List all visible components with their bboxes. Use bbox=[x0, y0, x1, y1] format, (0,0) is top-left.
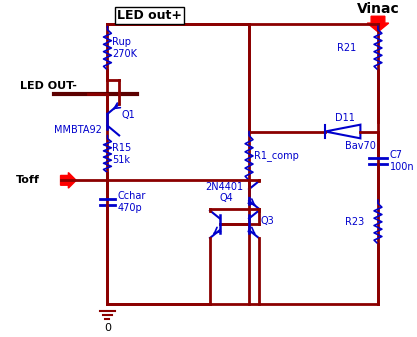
Text: R1_comp: R1_comp bbox=[254, 150, 299, 161]
Polygon shape bbox=[60, 173, 76, 188]
Text: R21: R21 bbox=[337, 43, 357, 53]
Text: Q1: Q1 bbox=[121, 110, 135, 120]
Text: MMBTA92: MMBTA92 bbox=[54, 125, 102, 134]
Text: Bav70: Bav70 bbox=[345, 141, 376, 151]
Text: R15
51k: R15 51k bbox=[112, 143, 132, 165]
Text: 0: 0 bbox=[104, 323, 111, 333]
Text: Cchar
470p: Cchar 470p bbox=[117, 191, 146, 213]
Text: Vinac: Vinac bbox=[357, 2, 399, 16]
Text: 2N4401: 2N4401 bbox=[205, 182, 243, 192]
Text: R23: R23 bbox=[345, 217, 364, 227]
Text: LED OUT-: LED OUT- bbox=[20, 82, 76, 91]
Text: Rup
270K: Rup 270K bbox=[112, 37, 137, 59]
Text: Q3: Q3 bbox=[261, 216, 274, 226]
Text: Toff: Toff bbox=[15, 175, 40, 185]
Text: Q4: Q4 bbox=[220, 193, 234, 203]
Polygon shape bbox=[367, 16, 389, 32]
Text: C7
100n: C7 100n bbox=[390, 150, 414, 172]
Text: LED out+: LED out+ bbox=[117, 9, 182, 22]
Text: D11: D11 bbox=[335, 113, 355, 123]
